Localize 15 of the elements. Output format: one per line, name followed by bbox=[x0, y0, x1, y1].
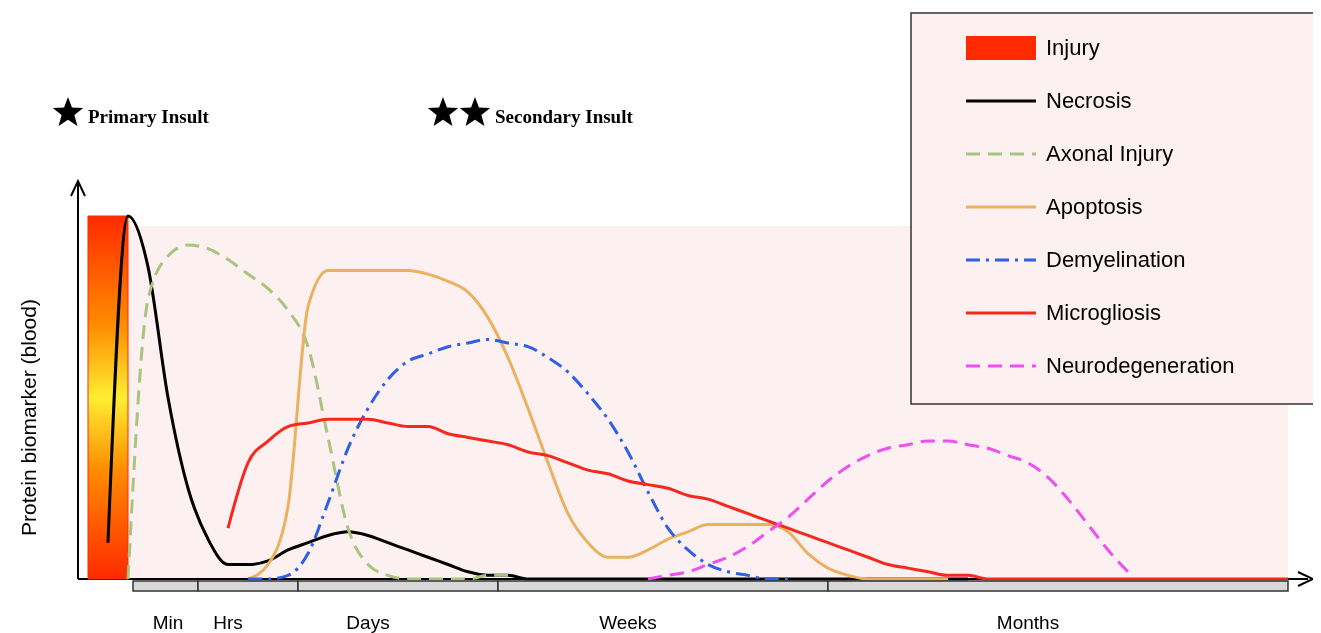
legend-label: Demyelination bbox=[1046, 247, 1186, 272]
x-tick-label: Hrs bbox=[213, 612, 243, 633]
legend-label: Neurodegeneration bbox=[1046, 353, 1235, 378]
text: Secondary Insult bbox=[495, 106, 634, 127]
y-axis-title: Protein biomarker (blood) bbox=[17, 299, 40, 536]
x-tick-label: Days bbox=[346, 612, 390, 633]
x-tick-label: Weeks bbox=[599, 612, 657, 633]
legend-label: Necrosis bbox=[1046, 88, 1132, 113]
legend-label: Apoptosis bbox=[1046, 194, 1143, 219]
legend-label: Microgliosis bbox=[1046, 300, 1161, 325]
legend-label: Injury bbox=[1046, 35, 1100, 60]
legend-label: Axonal Injury bbox=[1046, 141, 1174, 166]
x-tick-label: Min bbox=[152, 612, 184, 633]
text: Primary Insult bbox=[88, 106, 210, 127]
x-tick-label: Months bbox=[996, 612, 1060, 633]
